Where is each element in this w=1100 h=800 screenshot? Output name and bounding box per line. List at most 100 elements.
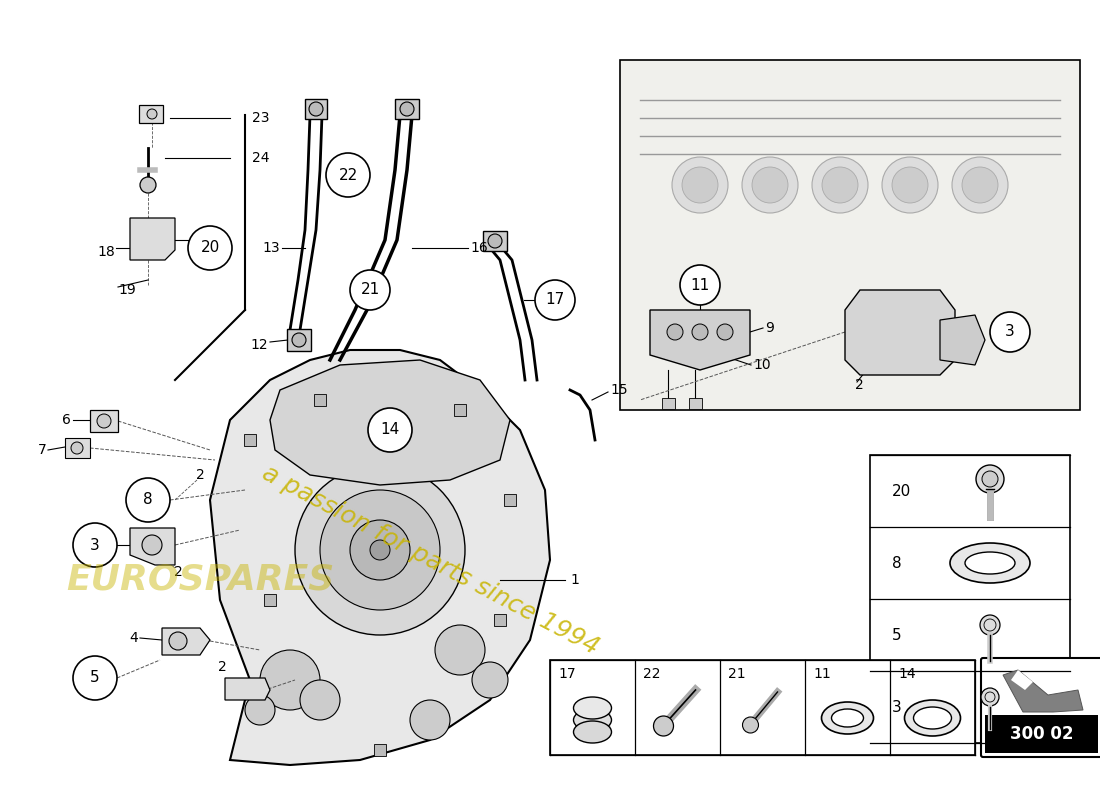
Circle shape	[295, 465, 465, 635]
FancyBboxPatch shape	[305, 99, 327, 119]
Circle shape	[952, 157, 1008, 213]
Circle shape	[326, 153, 370, 197]
Text: 3: 3	[90, 538, 100, 553]
Text: 22: 22	[644, 667, 660, 681]
Circle shape	[812, 157, 868, 213]
Bar	[454, 404, 466, 416]
Text: 7: 7	[39, 443, 46, 457]
Text: 5: 5	[90, 670, 100, 686]
Circle shape	[962, 167, 998, 203]
Circle shape	[126, 478, 170, 522]
Text: 1: 1	[571, 573, 580, 587]
Bar	[504, 494, 516, 506]
Text: 24: 24	[252, 151, 270, 165]
Circle shape	[653, 716, 673, 736]
Text: 20: 20	[200, 241, 220, 255]
Circle shape	[535, 280, 575, 320]
Text: 8: 8	[892, 555, 902, 570]
Text: 4: 4	[130, 631, 138, 645]
Polygon shape	[1003, 670, 1084, 712]
Polygon shape	[650, 310, 750, 370]
Circle shape	[400, 102, 414, 116]
Ellipse shape	[950, 543, 1030, 583]
Circle shape	[142, 535, 162, 555]
Text: 19: 19	[118, 283, 135, 297]
Circle shape	[169, 632, 187, 650]
Circle shape	[981, 688, 999, 706]
Ellipse shape	[573, 721, 612, 743]
FancyBboxPatch shape	[139, 105, 163, 123]
Text: 5: 5	[892, 627, 902, 642]
Bar	[550, 660, 975, 755]
Polygon shape	[940, 315, 984, 365]
Text: 14: 14	[898, 667, 915, 681]
Circle shape	[672, 157, 728, 213]
Circle shape	[682, 167, 718, 203]
Circle shape	[292, 333, 306, 347]
Text: 23: 23	[252, 111, 270, 125]
Circle shape	[300, 680, 340, 720]
Text: 17: 17	[558, 667, 575, 681]
Circle shape	[752, 167, 788, 203]
Circle shape	[72, 442, 82, 454]
Circle shape	[309, 102, 323, 116]
Circle shape	[73, 523, 117, 567]
Polygon shape	[65, 438, 90, 458]
Circle shape	[982, 471, 998, 487]
Circle shape	[434, 625, 485, 675]
Circle shape	[717, 324, 733, 340]
Text: 2: 2	[855, 378, 864, 392]
Bar	[314, 394, 326, 406]
Circle shape	[980, 615, 1000, 635]
Text: 6: 6	[62, 413, 70, 427]
Bar	[244, 434, 256, 446]
Text: 10: 10	[754, 358, 771, 372]
Text: 13: 13	[263, 241, 280, 255]
Text: 16: 16	[470, 241, 487, 255]
Bar	[870, 455, 1070, 743]
Circle shape	[692, 324, 708, 340]
Text: 20: 20	[892, 483, 911, 498]
Bar	[264, 594, 276, 606]
Text: a passion for parts since 1994: a passion for parts since 1994	[257, 461, 603, 659]
Polygon shape	[1011, 670, 1033, 690]
Text: 300 02: 300 02	[1010, 725, 1074, 743]
Text: 21: 21	[361, 282, 379, 298]
Ellipse shape	[913, 707, 952, 729]
Circle shape	[320, 490, 440, 610]
Ellipse shape	[822, 702, 873, 734]
Text: 11: 11	[813, 667, 830, 681]
Text: 9: 9	[764, 321, 774, 335]
Circle shape	[370, 540, 390, 560]
Text: 21: 21	[728, 667, 746, 681]
Circle shape	[188, 226, 232, 270]
Ellipse shape	[573, 697, 612, 719]
Bar	[984, 715, 1098, 753]
Circle shape	[742, 717, 759, 733]
Circle shape	[822, 167, 858, 203]
Text: 15: 15	[610, 383, 628, 397]
Circle shape	[245, 695, 275, 725]
Polygon shape	[270, 360, 510, 485]
FancyBboxPatch shape	[661, 398, 674, 409]
Circle shape	[73, 656, 117, 700]
Circle shape	[260, 650, 320, 710]
FancyBboxPatch shape	[689, 398, 702, 409]
Text: EUROSPARES: EUROSPARES	[66, 563, 334, 597]
FancyBboxPatch shape	[395, 99, 419, 119]
Polygon shape	[210, 350, 550, 765]
Ellipse shape	[573, 709, 612, 731]
Text: 2: 2	[196, 468, 205, 482]
Polygon shape	[845, 290, 955, 375]
Circle shape	[147, 109, 157, 119]
Polygon shape	[226, 678, 270, 700]
Polygon shape	[130, 528, 175, 565]
Bar	[574, 708, 611, 732]
Circle shape	[990, 312, 1030, 352]
Circle shape	[892, 167, 928, 203]
Text: 14: 14	[381, 422, 399, 438]
Ellipse shape	[832, 709, 864, 727]
Bar	[620, 60, 1080, 410]
Text: 3: 3	[892, 699, 902, 714]
Text: 17: 17	[546, 293, 564, 307]
